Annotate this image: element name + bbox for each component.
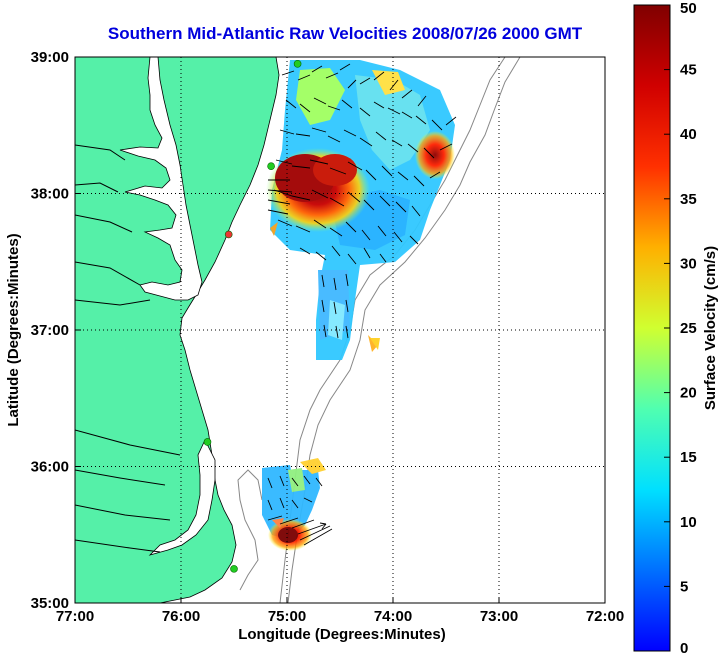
velocity-vectors-south — [267, 475, 333, 546]
colorbar-tick-label: 50 — [680, 0, 697, 17]
colorbar-tick-label: 10 — [680, 514, 697, 531]
sound-water — [148, 439, 216, 556]
bathymetry-contour — [237, 469, 263, 591]
velocity-field-south — [262, 458, 326, 551]
x-axis-label: Longitude (Degrees:Minutes) — [238, 626, 446, 643]
colorbar-tick-label: 35 — [680, 191, 697, 208]
y-tick-label: 35:00 — [31, 595, 69, 612]
colorbar-tick-label: 30 — [680, 255, 697, 272]
x-tick-label: 72:00 — [586, 608, 624, 625]
station-marker — [224, 230, 233, 239]
station-marker — [267, 162, 275, 170]
colorbar-tick-label: 20 — [680, 385, 697, 402]
colorbar-tick-label: 45 — [680, 62, 697, 79]
station-markers — [203, 60, 302, 573]
x-tick-label: 77:00 — [56, 608, 94, 625]
grid — [75, 57, 605, 603]
station-marker — [293, 60, 302, 68]
river-inlet-nc — [75, 429, 181, 553]
colorbar-tick-label: 40 — [680, 126, 697, 143]
colorbar-tick-label: 0 — [680, 640, 688, 657]
x-tick-label: 74:00 — [374, 608, 412, 625]
y-tick-label: 36:00 — [31, 459, 69, 476]
y-tick-label: 37:00 — [31, 322, 69, 339]
x-tick-label: 76:00 — [162, 608, 200, 625]
velocity-vectors-north — [267, 63, 457, 339]
y-tick-label: 38:00 — [31, 186, 69, 203]
y-axis-ticks: 39:00 38:00 37:00 36:00 35:00 — [31, 49, 81, 612]
x-axis-ticks: 77:00 76:00 75:00 74:00 73:00 72:00 — [56, 597, 624, 625]
colorbar-tick-label: 15 — [680, 449, 697, 466]
plot-area — [75, 57, 605, 603]
map-title: Southern Mid-Atlantic Raw Velocities 200… — [108, 24, 583, 43]
colorbar-tick-label: 25 — [680, 320, 697, 337]
station-marker — [230, 565, 238, 573]
y-tick-label: 39:00 — [31, 49, 69, 66]
colorbar-label: Surface Velocity (cm/s) — [702, 246, 719, 410]
river-inlet — [75, 144, 151, 306]
x-tick-label: 73:00 — [480, 608, 518, 625]
x-tick-label: 75:00 — [268, 608, 306, 625]
chesapeake-bay — [119, 57, 203, 301]
y-axis-label: Latitude (Degrees:Minutes) — [5, 233, 22, 426]
station-marker — [203, 438, 212, 446]
colorbar-tick-label: 5 — [680, 578, 688, 595]
colorbar-ticks: 0 5 10 15 20 25 30 35 40 45 50 — [664, 0, 697, 657]
colorbar: 0 5 10 15 20 25 30 35 40 45 50 Surface Velocity (c… — [633, 0, 719, 657]
